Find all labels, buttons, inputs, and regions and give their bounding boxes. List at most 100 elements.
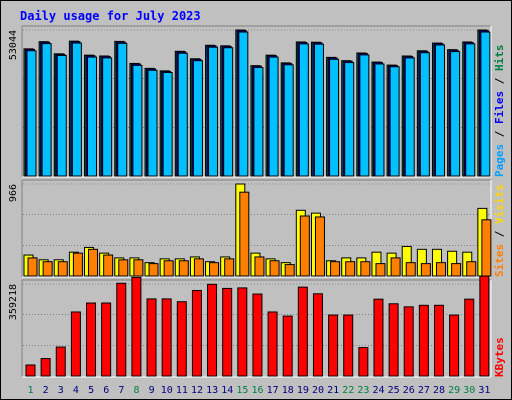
day-label-3: 3 <box>58 385 64 396</box>
bar-sites-day-13 <box>209 262 220 277</box>
day-label-4: 4 <box>73 385 79 396</box>
day-labels: 1 2 3 4 5 6 7 8 9 10 11 12 13 14 15 16 17 18 19 20 21 22 23 24 2… <box>28 385 491 396</box>
bar-pages-day-23 <box>359 54 370 177</box>
bar-sites-day-1 <box>27 257 38 277</box>
bar-sites-day-6 <box>103 254 114 277</box>
bar-pages-day-2 <box>41 43 52 177</box>
panel-top: 53044 Pages / Files / Hits <box>8 25 506 178</box>
bar-kbytes-day-26 <box>403 306 414 377</box>
day-label-6: 6 <box>103 385 109 396</box>
bar-kbytes-day-13 <box>207 283 218 377</box>
legend-top: Pages / Files / Hits <box>493 45 506 178</box>
legend-entry: / <box>493 224 506 244</box>
bar-kbytes-day-21 <box>328 314 339 377</box>
bar-sites-day-17 <box>269 260 280 277</box>
bar-pages-day-17 <box>268 56 279 177</box>
bar-kbytes-day-4 <box>70 311 81 377</box>
bar-pages-day-12 <box>192 60 203 177</box>
bar-kbytes-day-6 <box>101 302 112 377</box>
bar-pages-day-15 <box>238 31 249 177</box>
day-label-14: 14 <box>221 385 233 396</box>
day-label-5: 5 <box>88 385 94 396</box>
bar-sites-day-2 <box>42 261 53 277</box>
bar-pages-day-4 <box>71 42 82 177</box>
bar-pages-day-14 <box>223 47 234 177</box>
day-label-15: 15 <box>236 385 248 396</box>
bar-sites-day-31 <box>481 219 492 277</box>
bar-sites-day-11 <box>178 260 189 277</box>
day-label-17: 17 <box>267 385 279 396</box>
panel-bottom: 359218 KBytes <box>8 275 506 378</box>
bar-pages-day-3 <box>56 54 67 177</box>
legend-middle: Sites / Visits <box>493 184 506 277</box>
day-label-2: 2 <box>43 385 49 396</box>
bar-kbytes-day-10 <box>161 298 172 377</box>
bar-sites-day-30 <box>466 261 477 277</box>
bar-sites-day-18 <box>284 264 295 277</box>
bar-pages-day-19 <box>298 43 309 177</box>
bar-kbytes-day-31 <box>479 275 490 377</box>
bar-pages-day-21 <box>329 58 340 177</box>
bar-kbytes-day-8 <box>131 276 142 377</box>
bar-kbytes-day-11 <box>176 301 187 377</box>
bar-pages-day-7 <box>117 42 128 177</box>
day-label-13: 13 <box>206 385 218 396</box>
bar-pages-day-29 <box>450 51 461 177</box>
day-label-18: 18 <box>282 385 294 396</box>
legend-entry: / <box>493 124 506 144</box>
bar-pages-day-20 <box>313 43 324 177</box>
bar-sites-day-26 <box>405 262 416 277</box>
bar-sites-day-10 <box>163 260 174 277</box>
bar-kbytes-day-25 <box>388 303 399 377</box>
bar-pages-day-6 <box>102 57 113 177</box>
bar-sites-day-14 <box>224 258 235 277</box>
bar-sites-day-29 <box>451 263 462 277</box>
bar-kbytes-day-16 <box>252 293 263 377</box>
bar-pages-day-16 <box>253 67 264 177</box>
day-label-27: 27 <box>418 385 430 396</box>
bar-sites-day-28 <box>435 262 446 277</box>
day-label-11: 11 <box>176 385 188 396</box>
legend-entry: KBytes <box>493 337 506 377</box>
bar-kbytes-day-15 <box>237 287 248 377</box>
bar-pages-day-28 <box>434 44 445 177</box>
bar-kbytes-day-12 <box>191 289 202 377</box>
bar-kbytes-day-9 <box>146 298 157 377</box>
day-label-28: 28 <box>433 385 445 396</box>
bar-kbytes-day-22 <box>343 314 354 377</box>
day-label-23: 23 <box>357 385 369 396</box>
bar-kbytes-day-19 <box>297 286 308 377</box>
bar-sites-day-16 <box>254 256 265 277</box>
bar-pages-day-27 <box>419 52 430 177</box>
day-label-10: 10 <box>161 385 173 396</box>
panel-middle: 966 Sites / Visits <box>8 179 506 278</box>
day-label-20: 20 <box>312 385 324 396</box>
legend-entry: Hits <box>493 45 506 72</box>
legend-entry: Files <box>493 91 506 124</box>
bar-pages-day-22 <box>344 62 355 177</box>
bar-sites-day-23 <box>360 261 371 277</box>
bar-sites-day-21 <box>330 261 341 277</box>
day-label-26: 26 <box>403 385 415 396</box>
day-label-30: 30 <box>463 385 475 396</box>
bar-sites-day-27 <box>420 263 431 277</box>
day-label-8: 8 <box>133 385 139 396</box>
day-label-31: 31 <box>478 385 490 396</box>
day-label-24: 24 <box>373 385 385 396</box>
bar-kbytes-day-29 <box>449 314 460 377</box>
day-label-19: 19 <box>297 385 309 396</box>
day-label-1: 1 <box>28 385 34 396</box>
bar-pages-day-26 <box>404 57 415 177</box>
bar-kbytes-day-5 <box>86 302 97 377</box>
day-label-7: 7 <box>118 385 124 396</box>
bar-pages-day-9 <box>147 69 158 177</box>
legend-entry: / <box>493 71 506 91</box>
day-label-21: 21 <box>327 385 339 396</box>
bar-sites-day-22 <box>345 261 356 277</box>
bar-kbytes-day-20 <box>312 293 323 377</box>
legend-entry: Visits <box>493 184 506 224</box>
bar-sites-day-4 <box>72 252 83 277</box>
day-label-29: 29 <box>448 385 460 396</box>
bar-sites-day-3 <box>57 261 68 277</box>
